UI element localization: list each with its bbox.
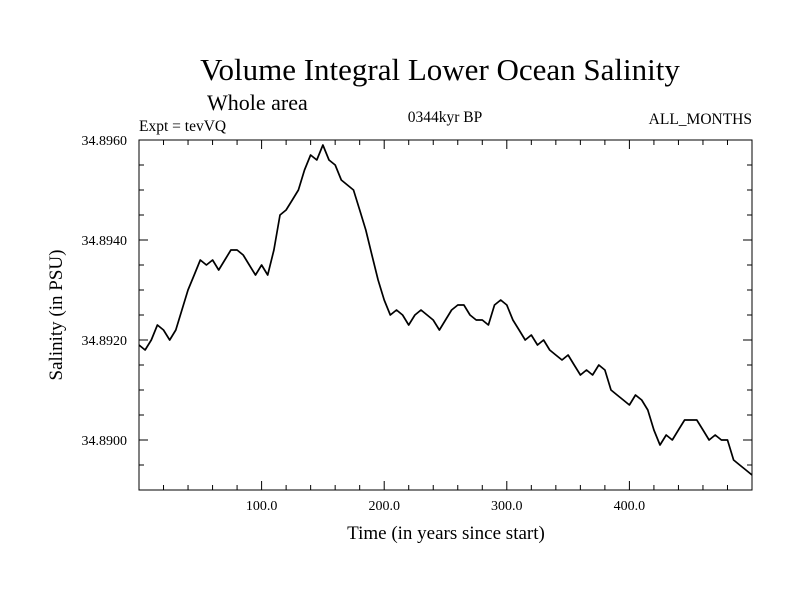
y-tick-label: 34.8940	[82, 234, 128, 249]
period-label: 0344kyr BP	[408, 109, 483, 126]
x-tick-label: 300.0	[491, 499, 523, 514]
x-tick-label: 400.0	[614, 499, 646, 514]
chart-subtitle: Whole area	[207, 90, 308, 115]
y-tick-label: 34.8960	[82, 134, 128, 149]
tick-marks	[139, 139, 752, 490]
y-tick-label: 34.8900	[82, 434, 128, 449]
y-tick-label: 34.8920	[82, 334, 128, 349]
plot-frame	[138, 139, 753, 491]
x-tick-label: 100.0	[246, 499, 278, 514]
tick-labels: 100.0 200.0 300.0 400.0 34.8900 34.8920 34.894…	[82, 134, 646, 514]
chart-title: Volume Integral Lower Ocean Salinity	[200, 52, 680, 87]
salinity-series-line	[138, 144, 753, 476]
x-tick-label: 200.0	[368, 499, 400, 514]
y-axis-label: Salinity (in PSU)	[46, 250, 67, 381]
x-axis-label: Time (in years since start)	[347, 523, 545, 544]
months-label: ALL_MONTHS	[649, 111, 752, 128]
expt-label: Expt = tevVQ	[139, 118, 226, 135]
